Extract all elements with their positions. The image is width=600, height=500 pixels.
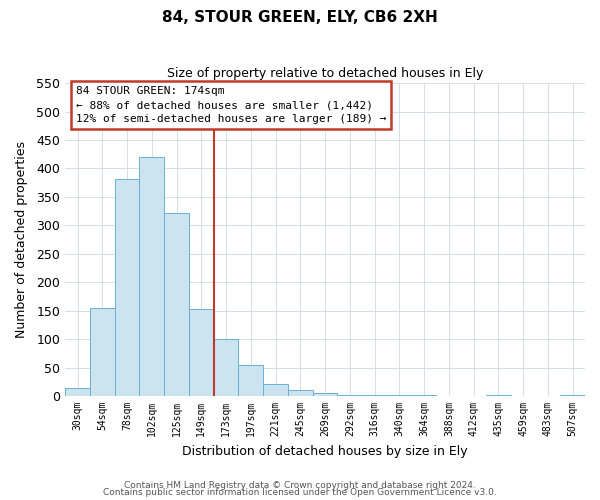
- Bar: [263, 384, 288, 396]
- Text: Contains public sector information licensed under the Open Government Licence v3: Contains public sector information licen…: [103, 488, 497, 497]
- Bar: [214, 339, 238, 396]
- Bar: [65, 388, 90, 396]
- Text: 84 STOUR GREEN: 174sqm
← 88% of detached houses are smaller (1,442)
12% of semi-: 84 STOUR GREEN: 174sqm ← 88% of detached…: [76, 86, 386, 124]
- Bar: [115, 178, 139, 396]
- Title: Size of property relative to detached houses in Ely: Size of property relative to detached ho…: [167, 68, 483, 80]
- Bar: [313, 393, 337, 396]
- Bar: [288, 390, 313, 396]
- Bar: [164, 213, 189, 396]
- Bar: [362, 395, 387, 396]
- Bar: [337, 395, 362, 396]
- Text: 84, STOUR GREEN, ELY, CB6 2XH: 84, STOUR GREEN, ELY, CB6 2XH: [162, 10, 438, 25]
- Bar: [189, 309, 214, 396]
- Bar: [238, 365, 263, 396]
- Text: Contains HM Land Registry data © Crown copyright and database right 2024.: Contains HM Land Registry data © Crown c…: [124, 480, 476, 490]
- X-axis label: Distribution of detached houses by size in Ely: Distribution of detached houses by size …: [182, 444, 468, 458]
- Y-axis label: Number of detached properties: Number of detached properties: [15, 141, 28, 338]
- Bar: [90, 308, 115, 396]
- Bar: [139, 157, 164, 396]
